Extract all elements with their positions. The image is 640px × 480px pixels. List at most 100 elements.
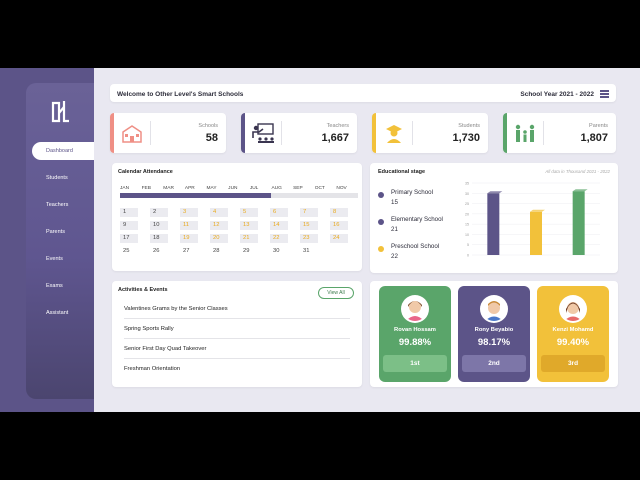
calendar-day[interactable]: 30 bbox=[273, 248, 280, 254]
activity-item[interactable]: Spring Sports Rally bbox=[124, 319, 350, 339]
stat-value: 1,667 bbox=[321, 132, 349, 144]
calendar-day[interactable]: 21 bbox=[240, 234, 258, 243]
edu-value-primary: 15 bbox=[391, 199, 398, 206]
calendar-day[interactable]: 1 bbox=[120, 208, 138, 217]
month-label[interactable]: JAN bbox=[120, 186, 130, 191]
month-label[interactable]: APR bbox=[184, 186, 195, 191]
activity-item[interactable]: Valentines Grams by the Senior Classes bbox=[124, 299, 350, 319]
month-label[interactable]: NOV bbox=[336, 186, 347, 191]
bar[interactable] bbox=[530, 211, 542, 255]
legend-dot bbox=[378, 246, 384, 252]
calendar-day[interactable]: 15 bbox=[300, 221, 318, 230]
month-label[interactable]: JUN bbox=[228, 186, 238, 191]
y-tick-label: 20 bbox=[465, 212, 469, 216]
bar[interactable] bbox=[572, 191, 585, 255]
stat-card-schools: Schools 58 bbox=[110, 113, 226, 153]
activities-title: Activities & Events bbox=[118, 287, 168, 293]
month-label[interactable]: AUG bbox=[271, 186, 282, 191]
sidebar-item-assistant[interactable]: Assistant bbox=[46, 310, 69, 316]
teacher-icon bbox=[252, 123, 274, 143]
page-title: Welcome to Other Level's Smart Schools bbox=[117, 91, 244, 98]
chart-note: All data in Thousand 2021 - 2022 bbox=[545, 169, 610, 174]
stat-divider bbox=[412, 121, 413, 145]
sidebar-item-events[interactable]: Events bbox=[46, 256, 63, 262]
calendar-day[interactable]: 4 bbox=[210, 208, 228, 217]
calendar-day[interactable]: 11 bbox=[180, 221, 198, 230]
month-label[interactable]: FEB bbox=[141, 186, 151, 191]
rank-badge[interactable]: 1st bbox=[383, 355, 447, 372]
month-label[interactable]: MAY bbox=[206, 186, 217, 191]
edu-value-elementary: 21 bbox=[391, 226, 398, 233]
calendar-day[interactable]: 27 bbox=[183, 248, 190, 254]
calendar-day[interactable]: 10 bbox=[150, 221, 168, 230]
books-icon bbox=[600, 90, 609, 98]
calendar-day[interactable]: 29 bbox=[243, 248, 250, 254]
stat-accent bbox=[241, 113, 245, 153]
stat-label: Students bbox=[458, 123, 480, 129]
y-tick-label: 30 bbox=[465, 192, 469, 196]
sidebar-item-parents[interactable]: Parents bbox=[46, 229, 65, 235]
calendar-day[interactable]: 8 bbox=[330, 208, 348, 217]
student-percent: 99.88% bbox=[398, 337, 432, 348]
month-label[interactable]: MAR bbox=[163, 186, 174, 191]
activity-item[interactable]: Freshman Orientation bbox=[124, 366, 181, 372]
sidebar-item-teachers[interactable]: Teachers bbox=[46, 202, 69, 208]
stat-value: 58 bbox=[205, 132, 218, 144]
student-card-2nd[interactable]: Rony Beyabio 98.17% 2nd bbox=[458, 286, 530, 382]
sidebar: Dashboard Students Teachers Parents Even… bbox=[26, 83, 94, 399]
calendar-day[interactable]: 20 bbox=[210, 234, 228, 243]
ol-logo bbox=[51, 101, 69, 123]
calendar-day[interactable]: 25 bbox=[123, 248, 130, 254]
month-label[interactable]: JUL bbox=[249, 186, 259, 191]
rank-badge[interactable]: 2nd bbox=[462, 355, 526, 372]
edu-label-primary: Primary School bbox=[391, 189, 433, 196]
stat-divider bbox=[543, 121, 544, 145]
month-label[interactable]: SEP bbox=[293, 186, 303, 191]
calendar-day[interactable]: 26 bbox=[153, 248, 160, 254]
calendar-day[interactable]: 12 bbox=[210, 221, 228, 230]
calendar-day[interactable]: 28 bbox=[213, 248, 220, 254]
calendar-day[interactable]: 13 bbox=[240, 221, 258, 230]
stat-accent bbox=[503, 113, 507, 153]
calendar-day[interactable]: 22 bbox=[270, 234, 288, 243]
calendar-day[interactable]: 7 bbox=[300, 208, 318, 217]
rank-badge[interactable]: 3rd bbox=[541, 355, 605, 372]
stat-divider bbox=[150, 121, 151, 145]
sidebar-item-dashboard[interactable]: Dashboard bbox=[32, 142, 94, 160]
header-bar: Welcome to Other Level's Smart Schools S… bbox=[110, 84, 616, 102]
stat-accent bbox=[110, 113, 114, 153]
calendar-day[interactable]: 17 bbox=[120, 234, 138, 243]
sidebar-item-students[interactable]: Students bbox=[46, 175, 68, 181]
avatar bbox=[401, 295, 429, 323]
stat-accent bbox=[372, 113, 376, 153]
student-icon bbox=[386, 125, 402, 143]
calendar-day[interactable]: 14 bbox=[270, 221, 288, 230]
legend-dot bbox=[378, 219, 384, 225]
month-label[interactable]: OCT bbox=[314, 186, 325, 191]
stat-label: Teachers bbox=[326, 123, 349, 129]
bar[interactable] bbox=[487, 193, 500, 255]
calendar-day[interactable]: 18 bbox=[150, 234, 168, 243]
sidebar-item-exams[interactable]: Exams bbox=[46, 283, 63, 289]
calendar-day[interactable]: 2 bbox=[150, 208, 168, 217]
dashboard-stage: Dashboard Students Teachers Parents Even… bbox=[0, 68, 640, 412]
calendar-day[interactable]: 16 bbox=[330, 221, 348, 230]
activity-item[interactable]: Senior First Day Quad Takeover bbox=[124, 339, 350, 359]
y-tick-label: 15 bbox=[465, 223, 469, 227]
view-all-button[interactable]: View All bbox=[318, 287, 354, 299]
student-card-1st[interactable]: Rovan Hossam 99.88% 1st bbox=[379, 286, 451, 382]
calendar-day[interactable]: 6 bbox=[270, 208, 288, 217]
calendar-day[interactable]: 19 bbox=[180, 234, 198, 243]
calendar-day[interactable]: 24 bbox=[330, 234, 348, 243]
avatar bbox=[559, 295, 587, 323]
calendar-day[interactable]: 9 bbox=[120, 221, 138, 230]
calendar-day[interactable]: 31 bbox=[303, 248, 310, 254]
avatar bbox=[480, 295, 508, 323]
bar-top bbox=[487, 191, 503, 194]
family-icon bbox=[515, 124, 535, 142]
calendar-day[interactable]: 5 bbox=[240, 208, 258, 217]
student-card-3rd[interactable]: Kenzi Mohamd 99.40% 3rd bbox=[537, 286, 609, 382]
y-tick-label: 25 bbox=[465, 202, 469, 206]
calendar-day[interactable]: 3 bbox=[180, 208, 198, 217]
calendar-day[interactable]: 23 bbox=[300, 234, 318, 243]
